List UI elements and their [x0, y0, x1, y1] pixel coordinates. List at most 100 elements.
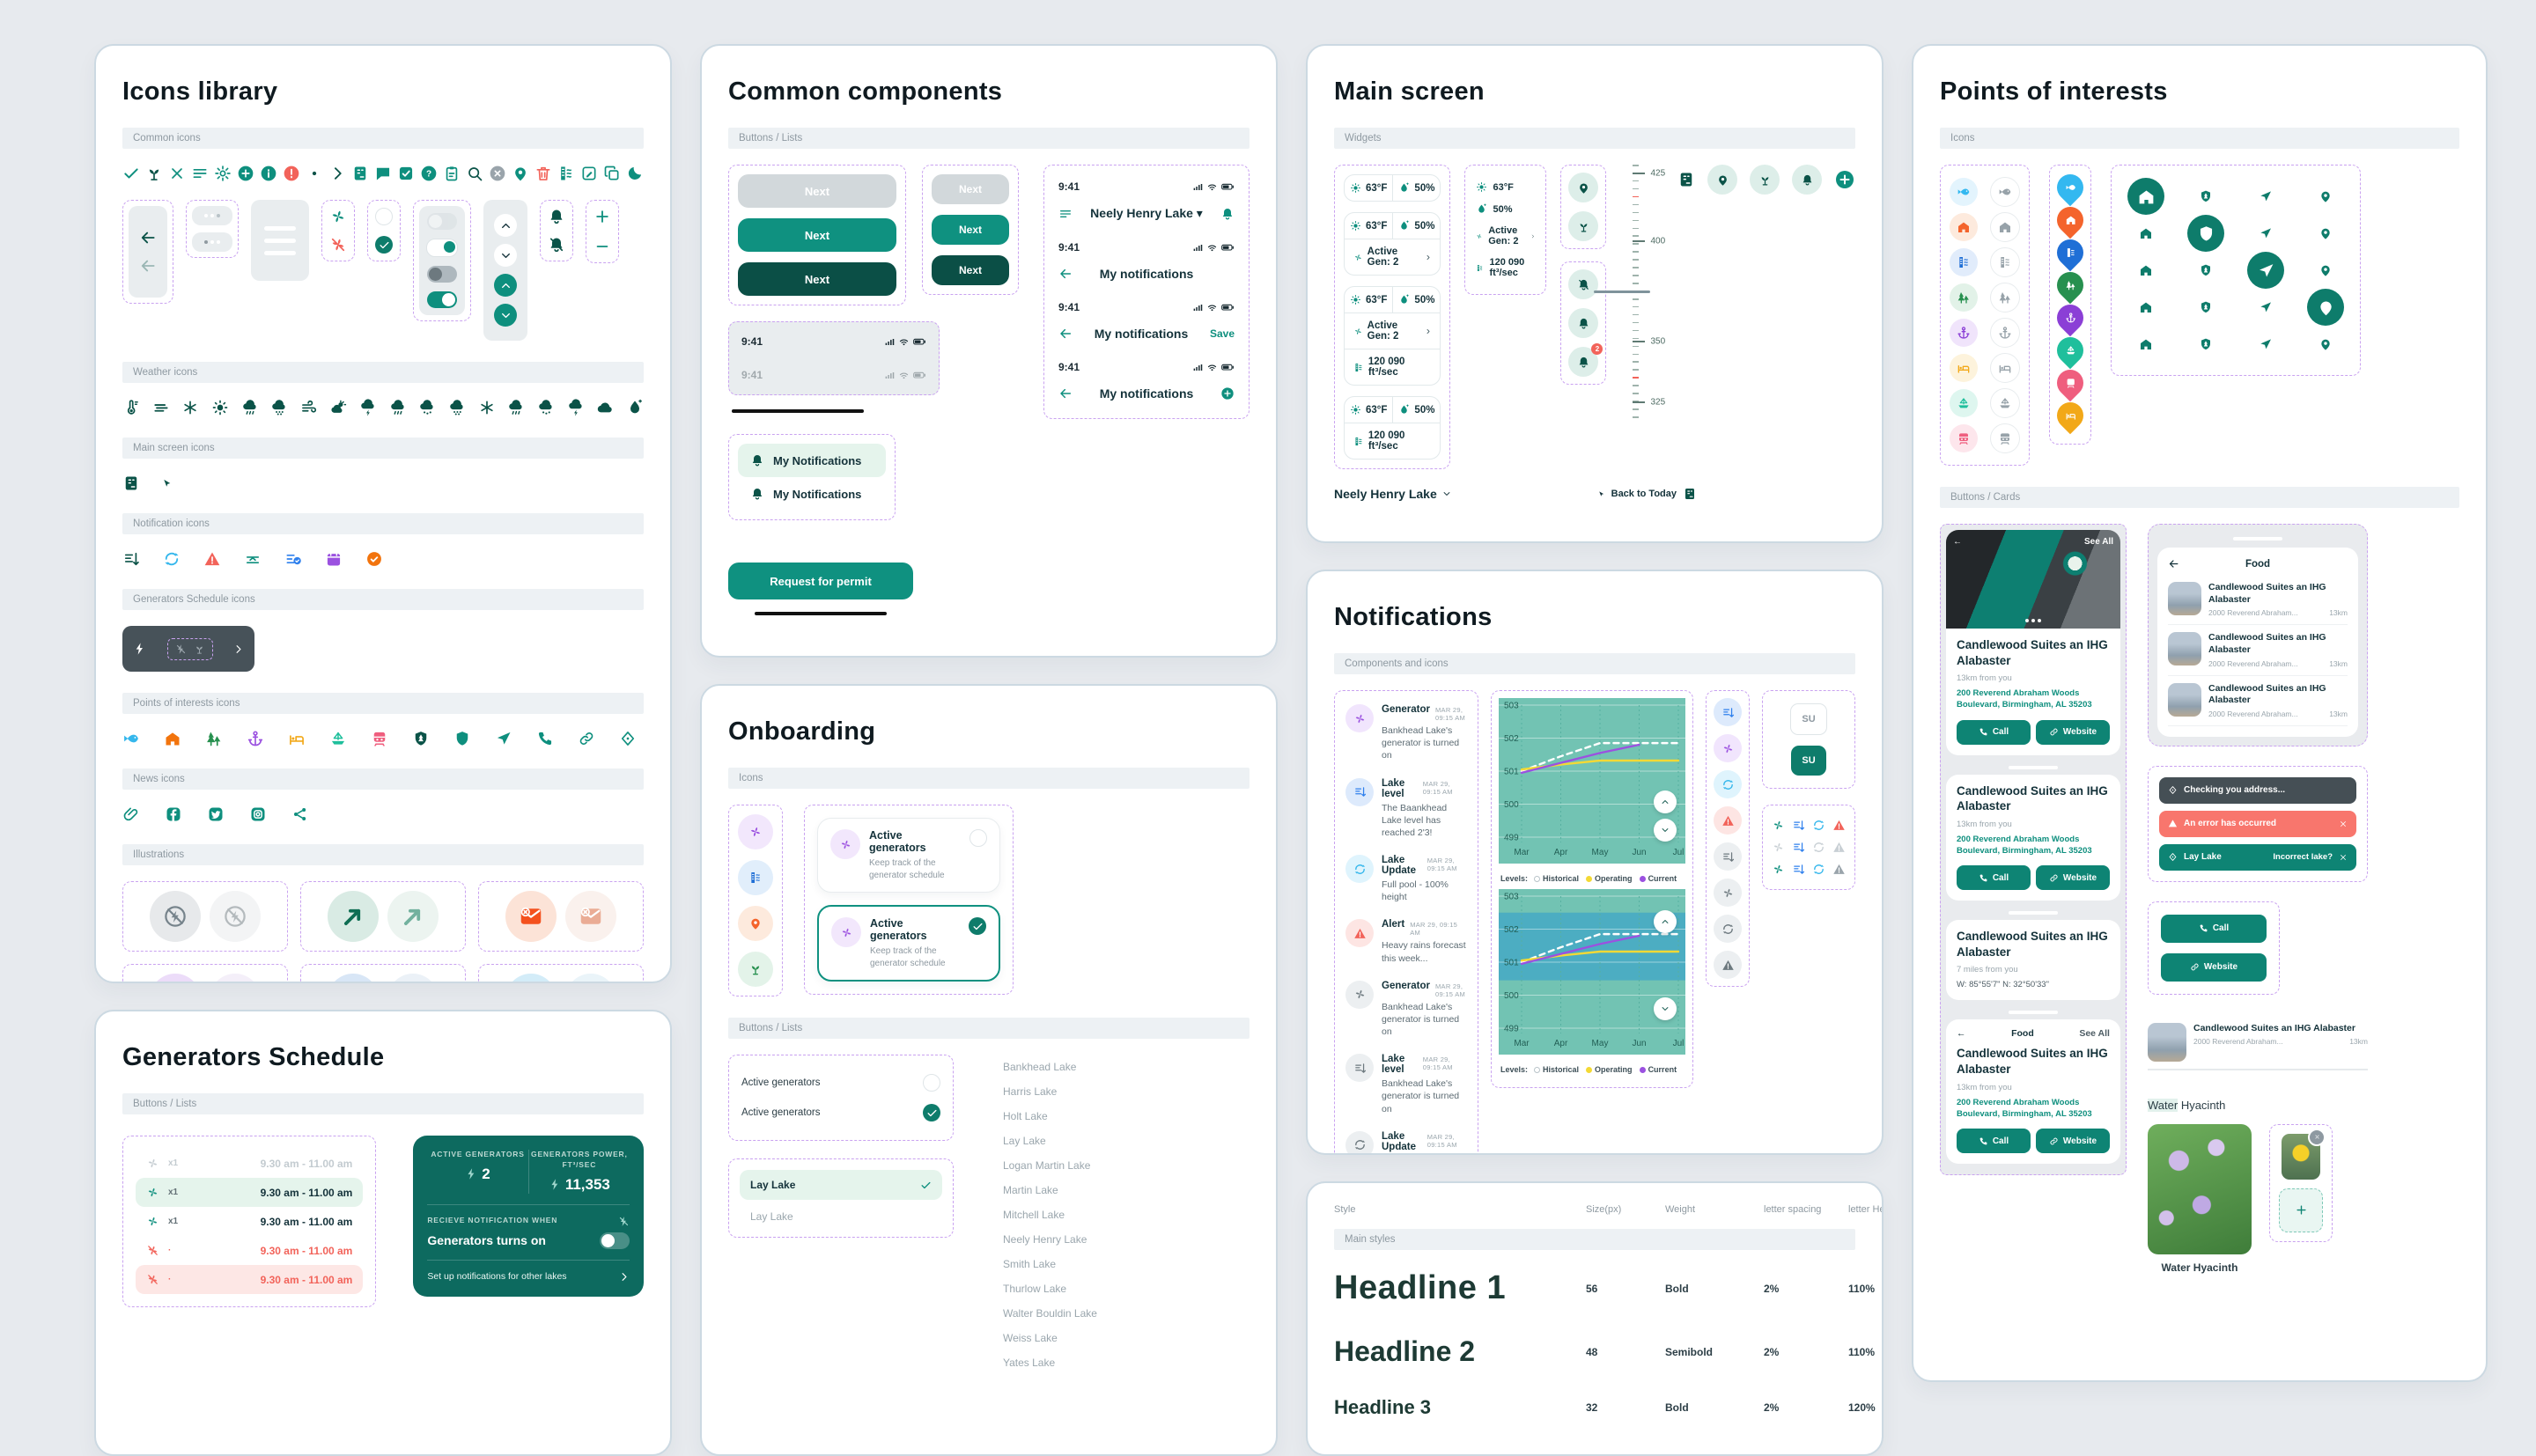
notification-toggle[interactable] — [600, 1232, 630, 1249]
back-arrow[interactable]: ← — [1957, 1028, 1966, 1040]
anchor-pin[interactable] — [2051, 298, 2090, 337]
poi-grid-cell[interactable] — [2307, 178, 2344, 215]
poi-grid-cell[interactable] — [2187, 289, 2224, 326]
next-button-small-primary[interactable]: Next — [932, 215, 1009, 245]
hotel-address[interactable]: 200 Reverend Abraham Woods Boulevard, Bi… — [1957, 834, 2092, 857]
bell-off-button[interactable] — [1568, 269, 1599, 299]
schedule-row-selected[interactable]: x1 9.30 am - 11.00 am — [136, 1178, 364, 1207]
plant-button[interactable] — [1568, 211, 1599, 241]
lake-option[interactable]: Bankhead Lake — [1003, 1061, 1077, 1073]
call-button[interactable]: Call — [2161, 914, 2267, 943]
toggle-dot[interactable] — [426, 239, 458, 257]
hotel-card-coords[interactable]: Candlewood Suites an IHG Alabaster 7 mil… — [1946, 920, 2120, 1001]
toggle-on[interactable] — [427, 291, 457, 308]
lake-option[interactable]: Lay Lake — [1003, 1135, 1046, 1147]
food-list-item[interactable]: Candlewood Suites an IHG Alabaster 2000 R… — [2168, 575, 2348, 626]
plus-circle-icon[interactable] — [1220, 386, 1235, 401]
remove-photo-button[interactable] — [2308, 1128, 2326, 1146]
hotel-address[interactable]: 200 Reverend Abraham Woods Boulevard, Bi… — [1957, 688, 2092, 710]
generator-card-icon[interactable] — [1677, 171, 1695, 188]
poi-grid-cell[interactable] — [2307, 326, 2344, 363]
poi-grid-cell[interactable] — [2307, 215, 2344, 252]
carousel-dots[interactable] — [192, 232, 232, 252]
bell-icon[interactable] — [1220, 207, 1235, 221]
arrow-left-icon[interactable] — [2168, 558, 2179, 570]
chart-down-button[interactable] — [1654, 819, 1677, 842]
lake-selector[interactable]: Neely Henry Lake — [1334, 487, 1451, 501]
hotel-card-photo[interactable]: ← See All Candlewood Suites an IHG Alabas… — [1946, 530, 2120, 755]
minus-icon[interactable] — [593, 238, 611, 255]
chevron-right-icon[interactable] — [232, 643, 244, 655]
weather-widget-flow[interactable]: 63°F 50% 120 090 ft³/sec — [1344, 396, 1441, 460]
hotel-card-food[interactable]: ← Food See All Candlewood Suites an IHG Al… — [1946, 1019, 2120, 1165]
step-up-button[interactable] — [494, 274, 517, 297]
food-list-item[interactable]: Candlewood Suites an IHG Alabaster 2000 R… — [2168, 625, 2348, 676]
see-all-link[interactable]: See All — [2079, 1028, 2110, 1040]
see-all-link[interactable]: See All — [2084, 537, 2113, 547]
bell-button[interactable] — [1792, 165, 1822, 195]
close-icon[interactable] — [2339, 820, 2348, 828]
radio-unchecked[interactable] — [969, 829, 987, 847]
weather-widget-gen[interactable]: 63°F 50% Active Gen: 2 — [1344, 212, 1441, 276]
arrow-left-icon[interactable] — [1058, 327, 1073, 341]
bell-button[interactable] — [1568, 308, 1599, 338]
location-pin-button[interactable] — [1707, 165, 1737, 195]
uploaded-photo-thumb[interactable] — [2282, 1128, 2326, 1180]
fish-pin[interactable] — [2051, 168, 2090, 207]
website-button[interactable]: Website — [2036, 1129, 2110, 1154]
lake-option[interactable]: Neely Henry Lake — [1003, 1233, 1087, 1246]
hotel-address[interactable]: 200 Reverend Abraham Woods Boulevard, Bi… — [1957, 1097, 2092, 1119]
poi-grid-cell[interactable] — [2307, 289, 2344, 326]
poi-grid-cell[interactable] — [2187, 326, 2224, 363]
poi-grid-cell[interactable] — [2127, 252, 2164, 289]
poi-grid-cell[interactable] — [2187, 252, 2224, 289]
website-button[interactable]: Website — [2036, 865, 2110, 891]
lake-option[interactable]: Smith Lake — [1003, 1258, 1057, 1270]
poi-grid-cell[interactable] — [2187, 215, 2224, 252]
step-down-button[interactable] — [494, 244, 517, 267]
chart-up-button[interactable] — [1654, 910, 1677, 933]
poi-grid-cell[interactable] — [2247, 178, 2284, 215]
lake-option[interactable]: Yates Lake — [1003, 1357, 1056, 1369]
poi-grid-cell[interactable] — [2247, 215, 2284, 252]
boat-pin[interactable] — [2051, 331, 2090, 370]
next-button-dark[interactable]: Next — [738, 262, 896, 296]
lake-level-notification[interactable]: Lake level MAR 29, 09:15 AM The Baankhead … — [1340, 770, 1472, 848]
add-button[interactable] — [1834, 169, 1855, 190]
step-up-button[interactable] — [494, 214, 517, 237]
radio-checked[interactable] — [375, 236, 393, 254]
radio-checked[interactable] — [923, 1104, 940, 1121]
poi-list-item[interactable]: Candlewood Suites an IHG Alabaster 2000 R… — [2148, 1016, 2368, 1070]
lake-option[interactable]: Logan Martin Lake — [1003, 1159, 1091, 1172]
setup-notifications-link[interactable]: Set up notifications for other lakes — [427, 1271, 567, 1283]
call-button[interactable]: Call — [1957, 719, 2031, 745]
my-notifications-item[interactable]: My Notifications — [738, 477, 886, 511]
dam-pin[interactable] — [2051, 233, 2090, 272]
generator-notification[interactable]: Generator MAR 29, 09:15 AM Bankhead Lake's… — [1340, 696, 1472, 770]
lake-option[interactable]: Thurlow Lake — [1003, 1283, 1067, 1295]
save-button[interactable]: Save — [1209, 327, 1235, 340]
back-to-today-button[interactable]: Back to Today — [1597, 487, 1697, 501]
schedule-row-disabled[interactable]: x1 9.30 am - 11.00 am — [136, 1149, 363, 1178]
lake-option[interactable]: Martin Lake — [1003, 1184, 1058, 1196]
lake-option[interactable]: Harris Lake — [1003, 1085, 1058, 1098]
location-pin-button[interactable] — [1568, 173, 1599, 202]
lake-row-selected[interactable]: Lay Lake — [740, 1170, 942, 1200]
toggle-disabled[interactable] — [427, 213, 457, 230]
hotel-card[interactable]: Candlewood Suites an IHG Alabaster 13km … — [1946, 774, 2120, 901]
poi-grid-cell[interactable] — [2127, 215, 2164, 252]
lake-row[interactable]: Lay Lake — [750, 1210, 793, 1223]
close-icon[interactable] — [2339, 853, 2348, 862]
lake-option[interactable]: Holt Lake — [1003, 1110, 1048, 1122]
active-generators-card-selected[interactable]: Active generators Keep track of the gener… — [817, 905, 1000, 982]
toggle-off[interactable] — [427, 266, 457, 283]
poi-grid-cell[interactable] — [2247, 252, 2284, 289]
plant-button[interactable] — [1750, 165, 1780, 195]
weather-widget[interactable]: 63°F 50% — [1344, 174, 1441, 202]
my-notifications-item-selected[interactable]: My Notifications — [738, 444, 886, 477]
website-button[interactable]: Website — [2036, 719, 2110, 745]
website-button[interactable]: Website — [2161, 952, 2267, 982]
bed-pin[interactable] — [2051, 396, 2090, 435]
bell-badge-button[interactable]: 2 — [1568, 343, 1603, 377]
